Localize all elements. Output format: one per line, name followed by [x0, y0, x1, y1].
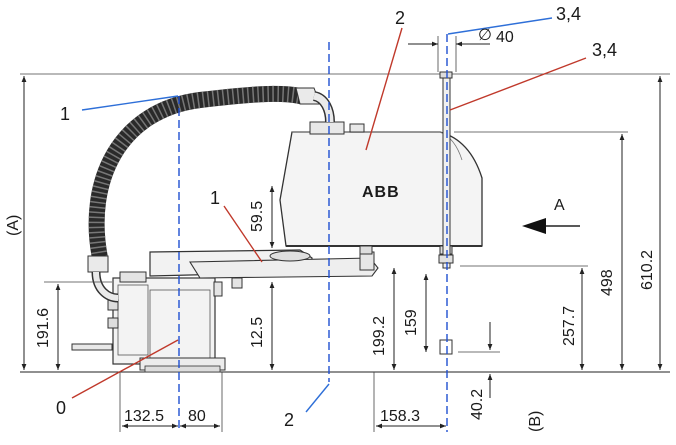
dim-191-6: 191.6	[35, 308, 52, 348]
dim-12-5: 12.5	[249, 317, 266, 348]
abb-logo: ABB	[362, 184, 400, 201]
callout-1-top: 1	[60, 104, 70, 124]
leader-c2-bot	[305, 383, 330, 413]
dim-132-5: 132.5	[124, 408, 164, 425]
callout-2-top: 2	[395, 8, 405, 28]
dim-159: 159	[403, 309, 420, 336]
dim-dia-symbol: ∅	[478, 27, 492, 44]
dim-257-7: 257.7	[561, 306, 578, 346]
dim-a: (A)	[5, 215, 22, 236]
dim-dia: 40	[496, 29, 514, 46]
dim-158-3: 158.3	[380, 408, 420, 425]
leader-c34-right	[449, 57, 587, 111]
cable-hose	[87, 85, 335, 303]
view-arrow-a	[522, 218, 580, 234]
dim-b: (B)	[527, 411, 544, 432]
dim-80: 80	[188, 408, 206, 425]
callout-34-right: 3,4	[592, 40, 617, 60]
robot-base	[71, 271, 243, 373]
dim-199-2: 199.2	[371, 316, 388, 356]
callout-1-mid: 1	[210, 188, 220, 208]
callout-34-top: 3,4	[556, 4, 581, 24]
leader-c1-top	[81, 95, 179, 111]
dim-498: 498	[599, 269, 616, 296]
callout-2-bot: 2	[284, 410, 294, 430]
leader-c34-top	[447, 17, 553, 35]
arm-one	[149, 249, 379, 279]
leader-c0	[71, 339, 179, 399]
callout-0: 0	[56, 398, 66, 418]
dim-610-2: 610.2	[639, 250, 656, 290]
dim-59-5: 59.5	[249, 201, 266, 232]
arm-two-housing: ABB	[279, 121, 483, 255]
leader-c2-top	[365, 27, 403, 151]
leader-c1-mid	[223, 205, 263, 263]
dim-40-2: 40.2	[469, 389, 486, 420]
view-label-a: A	[554, 197, 565, 214]
